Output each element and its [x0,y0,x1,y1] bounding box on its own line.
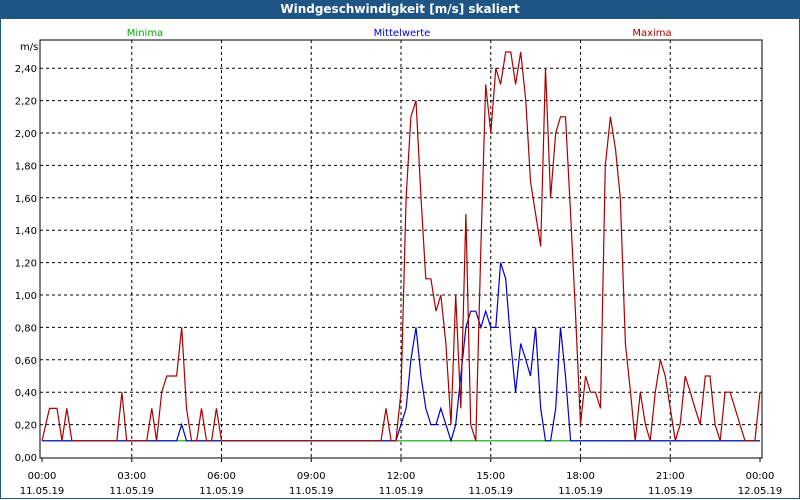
y-tick-label: 2,00 [15,129,37,140]
x-tick-date-label: 11.05.19 [199,486,244,497]
x-tick-date-label: 11.05.19 [468,486,513,497]
x-tick-date-label: 11.05.19 [648,486,693,497]
y-tick-label: 0,60 [15,356,37,367]
y-axis-unit-label: m/s [20,42,38,53]
series-line-mittelwerte [42,262,760,443]
y-tick-label: 1,40 [15,226,37,237]
x-tick-date-label: 11.05.19 [289,486,334,497]
window-title: Windgeschwindigkeit [m/s] skaliert [0,0,800,19]
x-tick-time-label: 00:00 [28,471,57,482]
legend-entry-maxima: Maxima [632,28,671,39]
legend-entry-minima: Minima [127,28,163,39]
y-tick-label: 1,80 [15,161,37,172]
series-lines [41,51,761,443]
x-tick-time-label: 21:00 [656,471,685,482]
chart-frame [0,19,800,499]
series-line-maxima [41,51,761,442]
y-tick-label: 1,60 [15,194,37,205]
x-tick-time-label: 03:00 [117,471,146,482]
y-tick-label: 2,20 [15,97,37,108]
x-tick-date-label: 11.05.19 [109,486,154,497]
x-tick-time-label: 15:00 [476,471,505,482]
x-axis-ticks: 00:00 11.05.19 03:00 11.05.19 06:00 11.05.19 0… [20,458,783,497]
y-axis-ticks: 0,00 0,20 0,40 0,60 0,80 1,00 1,20 1,40 1,60 1,80… [15,64,37,464]
x-tick-time-label: 18:00 [566,471,595,482]
y-tick-label: 1,00 [15,291,37,302]
y-tick-label: 0,00 [15,453,37,464]
legend-entry-mittelwerte: Mittelwerte [374,28,431,39]
x-tick-time-label: 06:00 [207,471,236,482]
y-tick-label: 0,80 [15,323,37,334]
x-tick-date-label: 12.05.19 [738,486,783,497]
legend: Minima Mittelwerte Maxima [127,28,672,39]
x-tick-date-label: 11.05.19 [20,486,65,497]
y-tick-label: 1,20 [15,259,37,270]
x-tick-time-label: 12:00 [387,471,416,482]
x-tick-time-label: 00:00 [746,471,775,482]
y-tick-label: 0,40 [15,388,37,399]
x-tick-date-label: 11.05.19 [379,486,424,497]
grid-lines [40,40,762,458]
x-tick-time-label: 09:00 [297,471,326,482]
y-tick-label: 2,40 [15,64,37,75]
y-tick-label: 0,20 [15,421,37,432]
x-tick-date-label: 11.05.19 [558,486,603,497]
